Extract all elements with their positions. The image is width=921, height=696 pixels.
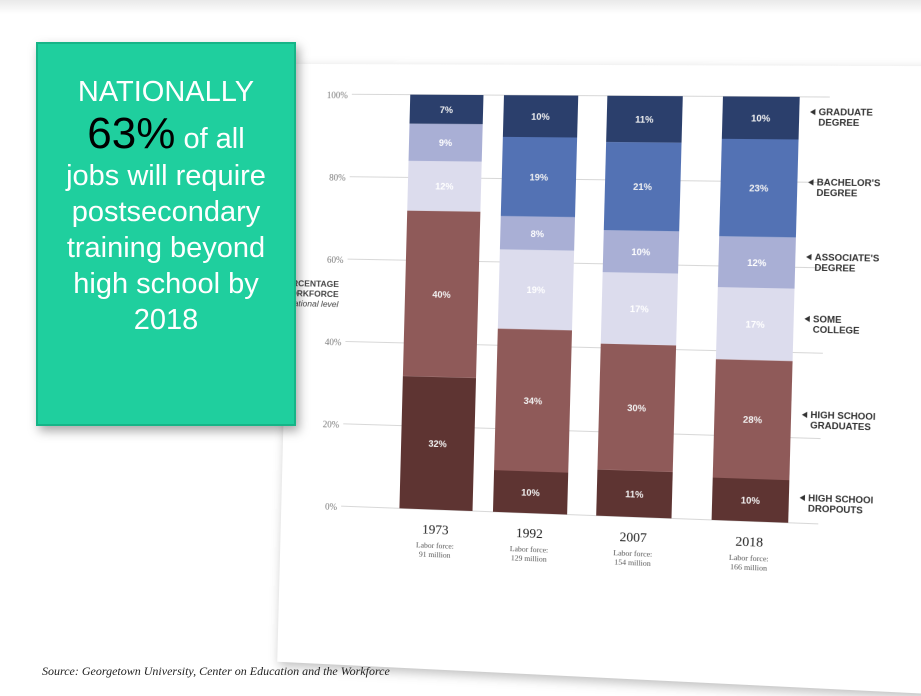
callout-line6: high school by: [38, 266, 294, 302]
callout-percent: 63%: [87, 109, 175, 158]
y-tick-label: 20%: [323, 419, 340, 430]
data-label: 32%: [428, 438, 447, 449]
labor-force-note: 166 million: [730, 562, 768, 573]
data-label: 12%: [435, 181, 454, 191]
legend-arrow-icon: [800, 495, 806, 501]
source-caption: Source: Georgetown University, Center on…: [42, 664, 390, 679]
data-label: 9%: [439, 138, 453, 148]
data-label: 30%: [627, 403, 646, 414]
top-shadow-band: [0, 0, 921, 14]
y-tick-label: 100%: [327, 90, 349, 100]
chart-panel: 0% 20% 40% 60% 80% 100% PERCENTAGE WORKFORCE edu…: [277, 64, 921, 694]
data-label: 10%: [751, 113, 770, 124]
callout-line5: training beyond: [38, 230, 294, 266]
x-tick-label: 2007: [619, 529, 647, 546]
data-label: 10%: [741, 495, 760, 506]
data-label: 23%: [749, 183, 768, 194]
series-label: COLLEGE: [813, 324, 860, 336]
series-label: DEGREE: [818, 117, 859, 128]
data-label: 19%: [526, 285, 545, 296]
callout-of-all: of all: [183, 123, 244, 155]
y-tick-label: 60%: [327, 255, 344, 265]
y-tick-label: 80%: [329, 172, 346, 182]
labor-force-note: 154 million: [614, 557, 651, 568]
series-label: GRADUATES: [810, 420, 871, 432]
data-label: 11%: [635, 114, 654, 124]
y-tick-label: 0%: [325, 502, 338, 513]
data-label: 34%: [524, 396, 543, 407]
legend-arrow-icon: [808, 179, 814, 185]
data-label: 21%: [633, 182, 652, 193]
data-label: 19%: [529, 172, 548, 182]
data-label: 10%: [631, 247, 650, 258]
legend-arrow-icon: [810, 109, 816, 115]
data-label: 40%: [432, 289, 451, 300]
callout-line4: postsecondary: [38, 194, 294, 230]
x-tick-label: 1973: [422, 521, 449, 537]
x-tick-label: 2018: [735, 533, 763, 550]
data-label: 12%: [747, 257, 766, 268]
series-label: GRADUATE: [818, 107, 873, 118]
callout-percent-line: 63% of all: [38, 110, 294, 158]
callout-nationally: NATIONALLY: [38, 74, 294, 110]
data-label: 7%: [440, 105, 454, 115]
data-label: 8%: [531, 229, 545, 239]
data-label: 28%: [743, 415, 762, 426]
x-tick-label: 1992: [516, 525, 543, 541]
series-label: DEGREE: [816, 188, 857, 199]
legend-arrow-icon: [804, 316, 810, 322]
data-label: 17%: [630, 304, 649, 315]
legend-arrow-icon: [802, 412, 808, 418]
labor-force-note: 91 million: [419, 549, 451, 559]
stacked-bar-chart: 0%20%40%60%80%100%PERCENTAGEWORKFORCEedu…: [277, 64, 921, 694]
series-label: DEGREE: [814, 262, 855, 273]
data-label: 11%: [625, 489, 644, 500]
data-label: 17%: [745, 319, 764, 330]
callout-line7: 2018: [38, 302, 294, 338]
callout-line3: jobs will require: [38, 158, 294, 194]
series-label: SOME: [813, 314, 842, 325]
callout-box: NATIONALLY 63% of all jobs will require …: [36, 42, 296, 426]
legend-arrow-icon: [806, 254, 812, 260]
series-label: DROPOUTS: [808, 503, 863, 515]
data-label: 10%: [531, 112, 550, 122]
labor-force-note: 129 million: [511, 553, 547, 564]
y-tick-label: 40%: [325, 337, 342, 347]
data-label: 10%: [521, 487, 540, 498]
